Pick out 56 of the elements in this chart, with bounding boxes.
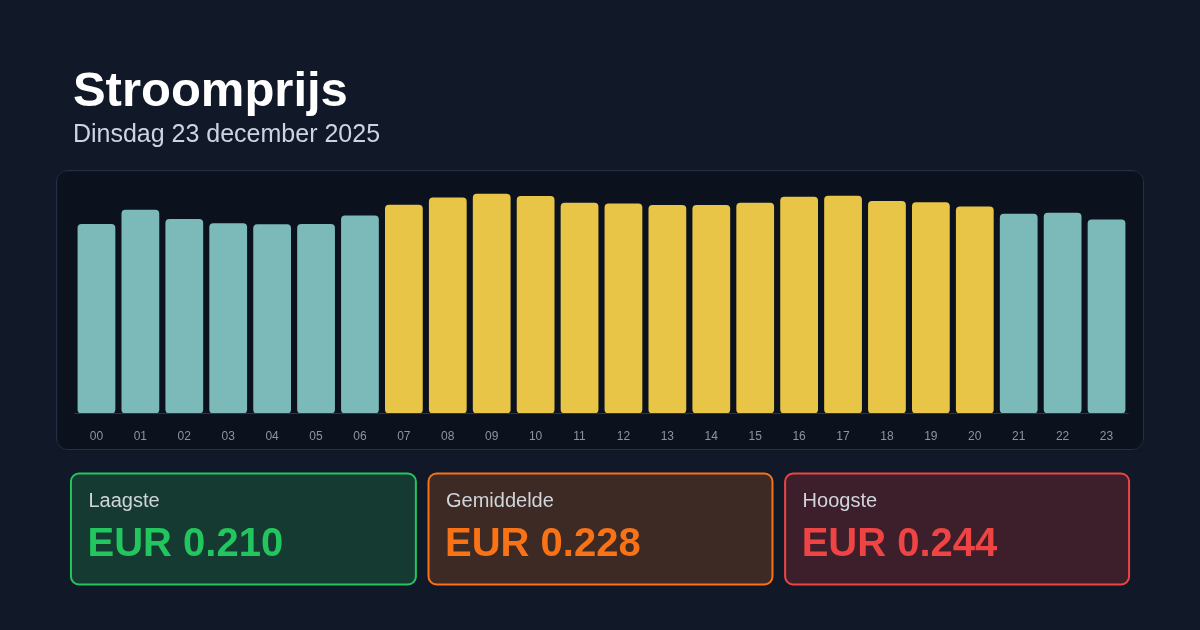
- bar: [121, 209, 160, 414]
- x-tick-label: 10: [528, 428, 543, 443]
- bar: [911, 202, 950, 414]
- x-tick-label: 06: [353, 428, 367, 443]
- text: Laagste: [88, 488, 160, 511]
- bar: [780, 196, 819, 414]
- x-tick-label: 17: [836, 428, 851, 443]
- x-tick-label: 04: [265, 428, 280, 443]
- chart-title: Stroomprijs: [72, 61, 348, 116]
- bar: [999, 213, 1038, 414]
- bar: [516, 196, 555, 414]
- bar: [77, 223, 116, 414]
- bar: [955, 206, 994, 414]
- x-tick-label: 16: [792, 428, 807, 443]
- bar: [253, 224, 292, 414]
- x-tick-label: 01: [133, 428, 148, 443]
- x-tick-label: 19: [924, 428, 938, 443]
- x-tick-label: 13: [660, 428, 675, 443]
- bar: [165, 219, 204, 414]
- bar: [824, 195, 862, 414]
- text: EUR 0.210: [87, 519, 284, 564]
- x-tick-label: 23: [1099, 428, 1114, 443]
- x-tick-label: 21: [1012, 428, 1026, 443]
- bar: [428, 197, 467, 414]
- bar: [384, 204, 423, 414]
- x-tick-label: 12: [616, 428, 631, 443]
- text: EUR 0.228: [445, 519, 641, 564]
- x-tick-label: 14: [704, 428, 719, 443]
- bar: [1087, 219, 1126, 414]
- bar: [868, 201, 906, 414]
- text: EUR 0.244: [801, 519, 999, 564]
- x-tick-label: 18: [880, 428, 894, 443]
- bar: [692, 205, 731, 414]
- bar: [604, 203, 643, 414]
- text: Hoogste: [802, 488, 878, 511]
- x-tick-label: 00: [89, 428, 104, 443]
- bar: [472, 193, 511, 414]
- x-tick-label: 02: [177, 428, 192, 443]
- bar: [209, 223, 248, 414]
- x-tick-label: 15: [748, 428, 763, 443]
- x-tick-label: 03: [221, 428, 236, 443]
- x-tick-label: 08: [441, 428, 455, 443]
- chart-subtitle: Dinsdag 23 december 2025: [72, 118, 381, 147]
- bar: [297, 224, 335, 414]
- bar: [736, 202, 775, 414]
- bar: [341, 215, 379, 414]
- x-tick-label: 07: [397, 428, 411, 443]
- text: Gemiddelde: [446, 488, 554, 511]
- x-tick-label: 11: [573, 428, 587, 443]
- x-tick-label: 22: [1055, 428, 1070, 443]
- x-tick-label: 09: [485, 428, 499, 443]
- x-tick-label: 05: [309, 428, 324, 443]
- bar: [648, 205, 687, 414]
- bar: [560, 202, 599, 414]
- bar: [1043, 212, 1082, 414]
- x-tick-label: 20: [968, 428, 982, 443]
